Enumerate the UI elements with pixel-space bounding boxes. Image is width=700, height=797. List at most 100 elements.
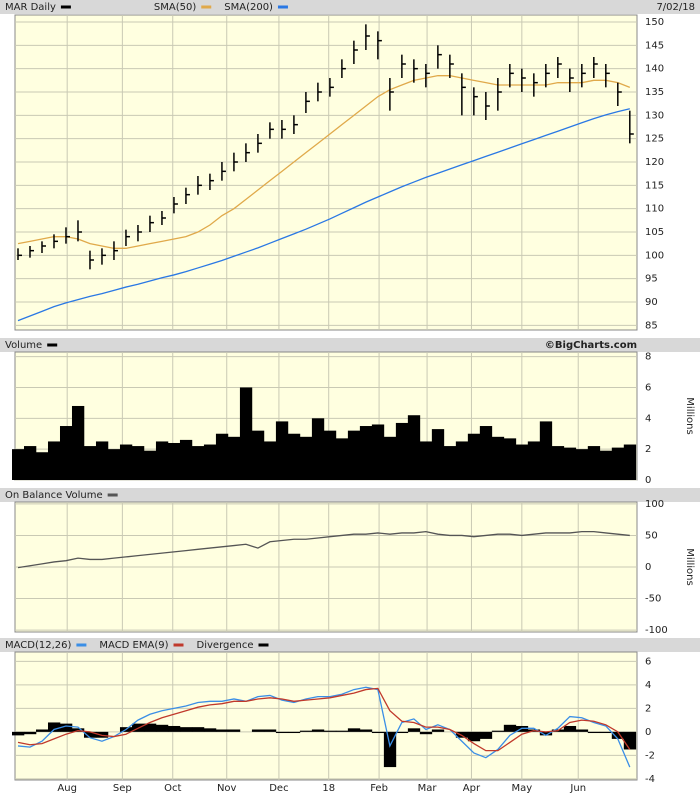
bar: [323, 430, 337, 480]
bar: [611, 447, 625, 480]
y-tick-label: 4: [645, 680, 651, 691]
legend-label: MACD(12,26): [5, 640, 72, 651]
bar: [23, 731, 37, 735]
y-axis-label: Millions: [684, 548, 695, 585]
bar: [599, 731, 613, 734]
bar: [431, 729, 445, 732]
bar: [95, 441, 109, 480]
bar: [515, 444, 529, 480]
bar: [575, 449, 589, 480]
bar: [12, 731, 25, 736]
y-tick-label: 145: [645, 40, 664, 51]
bar: [539, 731, 553, 736]
bar: [491, 436, 505, 480]
bar: [587, 731, 601, 734]
bar: [203, 728, 217, 732]
bar: [47, 722, 61, 732]
series-line: [17, 108, 630, 322]
bar: [215, 433, 229, 480]
bar: [143, 450, 157, 480]
bar: [263, 729, 277, 732]
bar: [71, 405, 85, 480]
y-tick-label: 100: [645, 499, 664, 510]
bar: [587, 446, 601, 480]
x-tick-label: Aug: [57, 783, 77, 794]
y-tick-label: 100: [645, 250, 664, 261]
bar: [383, 436, 397, 480]
y-tick-label: 2: [645, 444, 651, 455]
bar: [611, 731, 625, 739]
bar: [167, 725, 181, 732]
bar: [431, 429, 445, 480]
bar: [623, 444, 637, 480]
y-tick-label: 110: [645, 204, 664, 215]
bar: [131, 446, 145, 480]
bar: [287, 731, 301, 734]
y-tick-label: 6: [645, 382, 651, 393]
x-tick-label: Nov: [217, 783, 237, 794]
y-tick-label: 125: [645, 134, 664, 145]
y-tick-label: 2: [645, 703, 651, 714]
bar: [119, 444, 133, 480]
bar: [227, 729, 241, 732]
bar: [563, 447, 577, 480]
y-tick-label: 4: [645, 413, 651, 424]
plot-marks: [12, 387, 637, 480]
bar: [251, 729, 265, 732]
credit: ©BigCharts.com: [545, 340, 637, 351]
bar: [251, 430, 265, 480]
plot-area: [14, 651, 638, 781]
bar: [443, 446, 457, 480]
y-axis-label: Millions: [684, 397, 695, 434]
y-tick-label: 140: [645, 64, 664, 75]
y-tick-label: -2: [645, 750, 655, 761]
bar: [227, 436, 241, 480]
bar: [479, 426, 493, 480]
legend-label: MAR Daily: [5, 2, 56, 13]
y-tick-label: 0: [645, 562, 651, 573]
bar: [467, 731, 481, 742]
legend-label: SMA(50): [154, 2, 196, 13]
bar: [575, 729, 589, 732]
bar: [155, 724, 169, 732]
plot-area: [14, 14, 638, 331]
x-tick-label: Sep: [113, 783, 132, 794]
y-tick-label: 115: [645, 180, 664, 191]
bar: [59, 426, 73, 480]
y-tick-label: 120: [645, 157, 664, 168]
panel-header: [0, 338, 700, 352]
y-tick-label: 105: [645, 227, 664, 238]
y-tick-label: 0: [645, 475, 651, 486]
bar: [335, 438, 349, 480]
bar: [287, 433, 301, 480]
y-tick-label: 85: [645, 320, 658, 331]
series-line: [17, 686, 631, 768]
bar: [47, 441, 61, 480]
bar: [107, 449, 121, 480]
bar: [455, 441, 469, 480]
y-tick-label: 150: [645, 17, 664, 28]
panel-header: [0, 488, 700, 502]
plot-marks: [17, 531, 630, 569]
y-tick-label: 135: [645, 87, 664, 98]
bar: [35, 729, 49, 732]
y-tick-label: -100: [645, 625, 668, 636]
bar: [395, 731, 409, 734]
bar: [59, 723, 73, 732]
bar: [407, 415, 421, 480]
bar: [263, 441, 277, 480]
series-line: [17, 75, 631, 249]
x-tick-label: Mar: [418, 783, 438, 794]
bar: [407, 728, 421, 732]
legend-label: SMA(200): [224, 2, 273, 13]
plot-marks: [17, 24, 634, 322]
x-tick-label: Apr: [463, 783, 481, 794]
legend-label: On Balance Volume: [5, 490, 103, 501]
bar: [371, 731, 385, 734]
bar: [503, 724, 517, 732]
legend-label: Divergence: [197, 640, 254, 651]
bar: [419, 731, 433, 735]
bar: [347, 728, 361, 732]
x-tick-label: Oct: [164, 783, 181, 794]
